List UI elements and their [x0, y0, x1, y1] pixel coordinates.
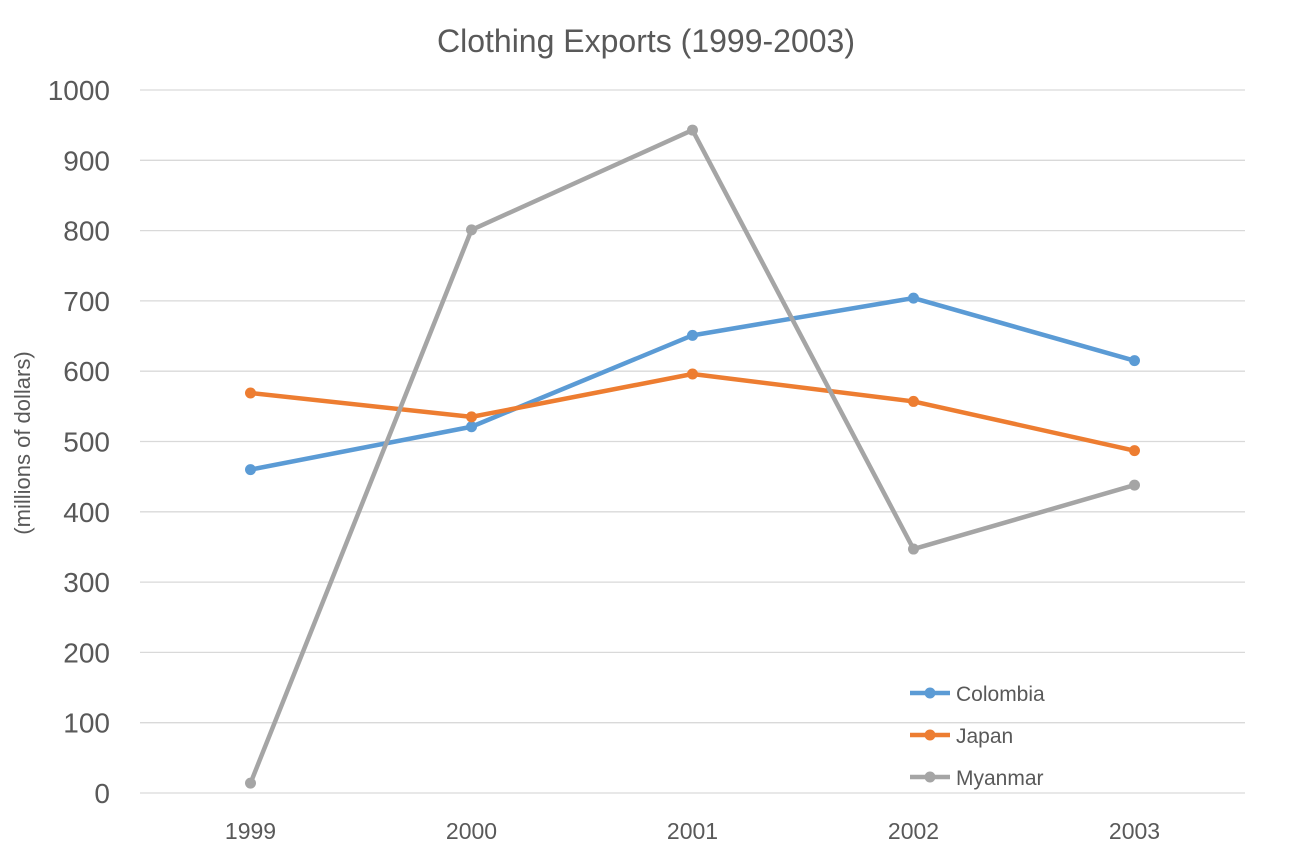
y-tick-label: 400 [63, 497, 110, 528]
legend-label: Japan [956, 725, 1013, 748]
y-tick-label: 800 [63, 216, 110, 247]
y-tick-label: 600 [63, 356, 110, 387]
legend-item: Japan [910, 725, 1013, 748]
y-tick-label: 100 [63, 708, 110, 739]
legend-swatch-marker [924, 729, 936, 741]
y-tick-label: 0 [94, 778, 110, 809]
data-point [687, 124, 698, 136]
data-point [466, 224, 477, 236]
series-lines [245, 124, 1140, 789]
x-tick-label: 1999 [225, 818, 276, 844]
series-myanmar [245, 124, 1140, 789]
y-tick-label: 1000 [48, 75, 110, 106]
data-point [908, 543, 919, 555]
y-tick-label: 300 [63, 567, 110, 598]
legend: Colombia Japan Myanmar [910, 683, 1045, 790]
x-tick-label: 2002 [888, 818, 939, 844]
series-colombia [245, 292, 1140, 476]
gridlines [140, 89, 1245, 794]
x-tick-label: 2000 [446, 818, 497, 844]
data-point [687, 368, 698, 380]
chart-title: Clothing Exports (1999-2003) [437, 23, 855, 59]
data-point [245, 387, 256, 399]
data-point [466, 411, 477, 423]
y-tick-label: 900 [63, 145, 110, 176]
data-point [1129, 445, 1140, 457]
x-tick-label: 2003 [1109, 818, 1160, 844]
y-tick-label: 500 [63, 427, 110, 458]
series-line [248, 371, 1137, 453]
data-point [1129, 479, 1140, 491]
legend-item: Myanmar [910, 767, 1044, 790]
data-point [908, 292, 919, 304]
data-point [245, 464, 256, 476]
data-point [687, 329, 698, 341]
x-axis-ticks: 1999 2000 2001 2002 2003 [225, 818, 1160, 844]
legend-swatch-marker [924, 687, 936, 699]
y-tick-label: 700 [63, 286, 110, 317]
data-point [466, 421, 477, 433]
data-point [908, 395, 919, 407]
y-axis-label: (millions of dollars) [10, 351, 35, 534]
series-line [248, 295, 1137, 472]
legend-swatch-marker [924, 771, 936, 783]
data-point [1129, 355, 1140, 367]
data-point [245, 777, 256, 789]
legend-label: Myanmar [956, 767, 1044, 790]
legend-item: Colombia [910, 683, 1045, 706]
y-tick-label: 200 [63, 637, 110, 668]
y-axis-ticks: 0 100 200 300 400 500 600 700 800 900 1000 [48, 75, 110, 809]
x-tick-label: 2001 [667, 818, 718, 844]
legend-label: Colombia [956, 683, 1045, 706]
